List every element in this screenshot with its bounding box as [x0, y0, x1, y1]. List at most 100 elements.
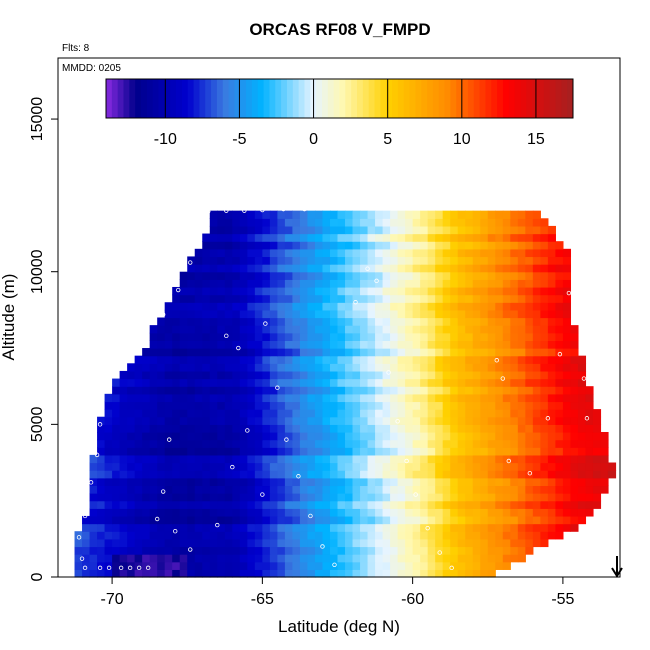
heatmap-cell — [164, 302, 173, 311]
heatmap-cell — [209, 210, 218, 219]
heatmap-cell — [450, 363, 459, 372]
heatmap-cell — [112, 454, 121, 464]
track-point — [527, 471, 533, 476]
heatmap-cell — [97, 500, 106, 509]
heatmap-cell — [134, 454, 143, 464]
heatmap-cell — [487, 294, 496, 303]
heatmap-cell — [187, 355, 196, 364]
heatmap-cell — [164, 363, 173, 372]
heatmap-cell — [472, 271, 481, 280]
heatmap-cell — [585, 447, 594, 456]
heatmap-cell — [435, 416, 444, 425]
heatmap-cell — [277, 294, 286, 303]
heatmap-cell — [577, 477, 587, 487]
heatmap-cell — [592, 439, 602, 448]
heatmap-cell — [532, 447, 541, 456]
heatmap-cell — [360, 370, 369, 380]
heatmap-cell — [480, 340, 489, 349]
heatmap-cell — [307, 348, 316, 357]
heatmap-cell — [164, 378, 173, 387]
heatmap-cell — [202, 431, 211, 441]
heatmap-cell — [314, 554, 324, 563]
heatmap-cell — [284, 225, 294, 235]
heatmap-cell — [164, 309, 173, 319]
heatmap-cell — [134, 386, 143, 395]
heatmap-cell — [547, 317, 556, 326]
heatmap-cell — [472, 538, 481, 548]
track-point — [494, 358, 499, 363]
heatmap-cell — [510, 218, 519, 227]
heatmap-cell — [397, 294, 406, 303]
heatmap-cell — [112, 393, 121, 403]
heatmap-cell — [112, 485, 121, 494]
heatmap-cell — [179, 302, 188, 311]
heatmap-cell — [97, 447, 106, 456]
heatmap-cell — [187, 515, 196, 525]
heatmap-cell — [397, 454, 406, 464]
heatmap-cell — [525, 309, 534, 319]
heatmap-cell — [329, 210, 339, 219]
heatmap-cell — [352, 271, 361, 280]
heatmap-cell — [284, 554, 294, 563]
heatmap-cell — [442, 225, 451, 235]
heatmap-cell — [179, 439, 188, 448]
colorbar-segment — [170, 79, 177, 118]
heatmap-cell — [540, 370, 549, 380]
heatmap-cell — [299, 493, 309, 502]
heatmap-cell — [247, 523, 256, 532]
heatmap-cell — [562, 454, 572, 464]
heatmap-cell — [232, 241, 241, 250]
track-point — [160, 489, 166, 494]
heatmap-cell — [329, 378, 339, 387]
heatmap-cell — [149, 348, 158, 357]
heatmap-cell — [375, 210, 384, 219]
heatmap-cell — [495, 378, 504, 387]
heatmap-cell — [194, 286, 203, 296]
heatmap-cell — [232, 225, 241, 235]
heatmap-cell — [247, 554, 256, 563]
heatmap-cell — [299, 378, 309, 387]
heatmap-cell — [345, 393, 354, 403]
heatmap-cell — [112, 515, 121, 525]
heatmap-cell — [284, 386, 294, 395]
heatmap-cell — [495, 325, 504, 334]
heatmap-cell — [382, 264, 391, 273]
heatmap-cell — [232, 332, 241, 341]
heatmap-cell — [525, 325, 534, 334]
heatmap-cell — [405, 271, 414, 280]
heatmap-cell — [487, 431, 496, 441]
heatmap-cell — [292, 355, 301, 364]
heatmap-cell — [232, 515, 241, 525]
track-point — [188, 547, 193, 552]
heatmap-cell — [360, 500, 369, 509]
heatmap-cell — [600, 485, 609, 494]
colorbar-segment — [176, 79, 183, 118]
heatmap-cell — [314, 210, 324, 219]
heatmap-cell — [487, 500, 496, 509]
heatmap-cell — [202, 546, 211, 555]
heatmap-cell — [532, 462, 541, 471]
heatmap-cell — [119, 508, 128, 517]
heatmap-cell — [472, 485, 481, 494]
heatmap-cell — [472, 447, 481, 456]
heatmap-cell — [172, 325, 181, 334]
heatmap-cell — [307, 409, 316, 418]
heatmap-cell — [112, 409, 121, 418]
heatmap-cell — [217, 439, 226, 448]
colorbar-segment — [444, 79, 451, 118]
heatmap-cell — [555, 340, 564, 349]
track-point — [263, 321, 268, 326]
heatmap-cell — [525, 348, 534, 357]
heatmap-cell — [435, 325, 444, 334]
heatmap-cell — [239, 264, 248, 273]
heatmap-cell — [314, 348, 324, 357]
heatmap-cell — [224, 355, 233, 364]
heatmap-cell — [202, 332, 211, 341]
heatmap-cell — [209, 340, 218, 349]
heatmap-cell — [172, 439, 181, 448]
heatmap-cell — [164, 554, 173, 563]
heatmap-cell — [269, 470, 278, 479]
heatmap-cell — [292, 538, 301, 548]
heatmap-cell — [562, 325, 572, 334]
heatmap-cell — [314, 317, 324, 326]
